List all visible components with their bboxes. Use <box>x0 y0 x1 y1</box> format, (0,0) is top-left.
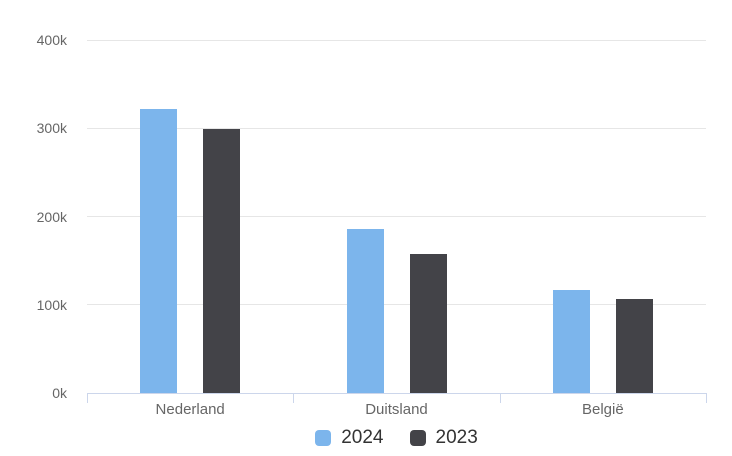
gridline <box>87 216 706 217</box>
y-tick-label: 100k <box>36 296 67 313</box>
x-tick-label-nederland: Nederland <box>155 401 225 418</box>
bar-2024-duitsland[interactable] <box>346 228 384 393</box>
chart-legend: 2024 2023 <box>87 427 706 449</box>
bar-2023-nederland[interactable] <box>203 129 241 393</box>
bar-2024-nederland[interactable] <box>140 108 178 393</box>
bar-2024-belgië[interactable] <box>552 289 590 393</box>
y-tick-label: 200k <box>36 208 67 225</box>
legend-swatch-icon <box>409 430 426 446</box>
x-axis-line <box>87 393 707 394</box>
legend-item-2024[interactable]: 2024 <box>315 427 384 449</box>
x-axis-tick <box>706 393 707 403</box>
legend-swatch-icon <box>315 430 332 446</box>
y-tick-label: 400k <box>36 32 67 48</box>
y-tick-label: 300k <box>36 120 67 137</box>
x-axis-tick <box>293 393 295 403</box>
bar-2023-duitsland[interactable] <box>409 254 447 393</box>
gridline <box>87 39 706 41</box>
legend-item-2023[interactable]: 2023 <box>409 427 478 449</box>
x-tick-label-duitsland: Duitsland <box>365 401 428 418</box>
y-tick-label: 0k <box>52 385 67 401</box>
x-axis-tick <box>499 393 501 403</box>
x-tick-label-belgië: België <box>581 401 624 418</box>
bar-2023-belgië[interactable] <box>615 299 653 393</box>
legend-label: 2024 <box>341 427 384 448</box>
gridline <box>87 304 706 306</box>
x-axis-tick <box>87 393 88 403</box>
gridline <box>87 127 706 129</box>
legend-label: 2023 <box>435 427 478 448</box>
